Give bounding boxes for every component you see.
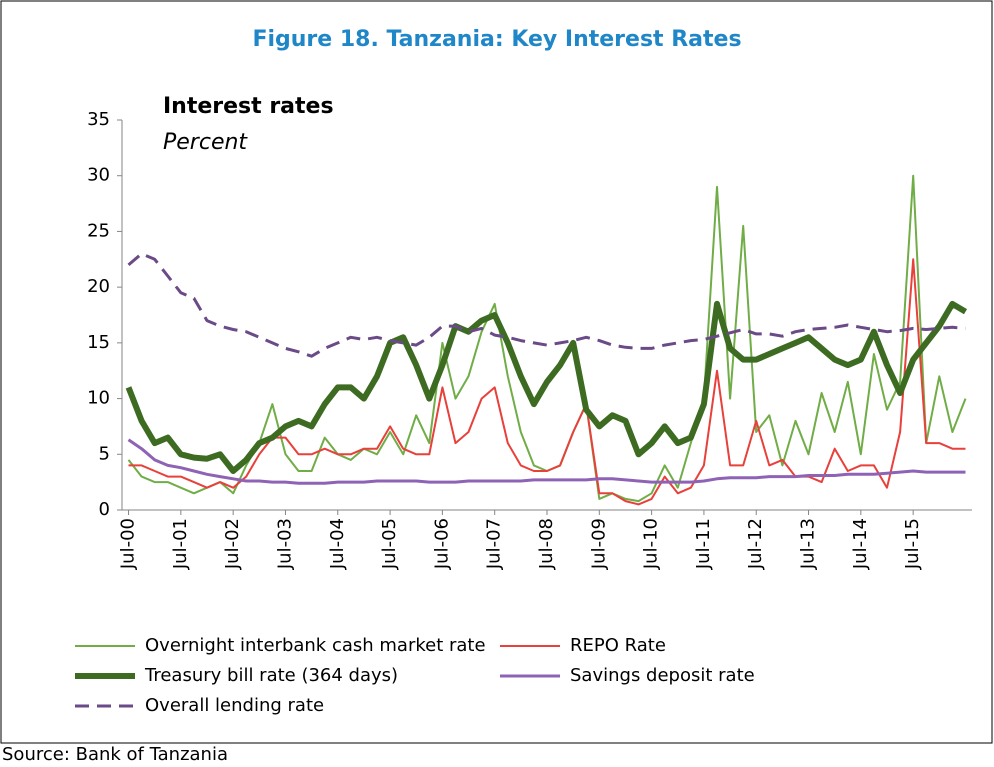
y-tick-label: 0 — [99, 499, 110, 520]
x-tick-label: Jul-12 — [745, 518, 766, 570]
x-tick-label: Jul-10 — [641, 518, 662, 570]
series-line — [128, 258, 966, 506]
y-tick-label: 5 — [99, 443, 110, 464]
y-tick-label: 25 — [87, 220, 110, 241]
legend-label: Treasury bill rate (364 days) — [144, 665, 398, 686]
x-tick-label: Jul-01 — [170, 518, 191, 570]
source: Source: Bank of Tanzania — [2, 744, 228, 765]
y-tick-label: 20 — [87, 276, 110, 297]
frame — [0, 0, 993, 744]
legend-label: Overall lending rate — [145, 695, 324, 716]
x-tick-label: Jul-13 — [798, 518, 819, 570]
legend-label: REPO Rate — [570, 635, 666, 656]
chart-title: Figure 18. Tanzania: Key Interest Rates — [252, 27, 741, 52]
y-axis-label: Percent — [163, 130, 248, 155]
y-tick-label: 35 — [87, 109, 110, 130]
y-tick-label: 10 — [87, 388, 110, 409]
x-tick-label: Jul-03 — [274, 518, 295, 570]
legend-label: Overnight interbank cash market rate — [145, 635, 486, 656]
x-tick-label: Jul-08 — [536, 518, 557, 570]
x-tick-label: Jul-09 — [588, 518, 609, 570]
legend-label: Savings deposit rate — [570, 665, 755, 686]
x-tick-label: Jul-00 — [118, 518, 139, 570]
y-tick-label: 30 — [87, 165, 110, 186]
series-line — [127, 438, 966, 485]
y-tick-label: 15 — [87, 332, 110, 353]
x-tick-label: Jul-11 — [693, 518, 714, 570]
x-tick-label: Jul-02 — [222, 518, 243, 570]
series-line — [125, 300, 968, 474]
series-line — [127, 252, 966, 358]
x-tick-label: Jul-04 — [327, 518, 348, 570]
x-tick-label: Jul-06 — [431, 518, 452, 570]
x-tick-label: Jul-07 — [484, 518, 505, 570]
x-tick-label: Jul-14 — [850, 518, 871, 570]
x-tick-label: Jul-15 — [902, 518, 923, 570]
x-tick-label: Jul-05 — [379, 518, 400, 570]
chart-subtitle: Interest rates — [163, 94, 334, 119]
